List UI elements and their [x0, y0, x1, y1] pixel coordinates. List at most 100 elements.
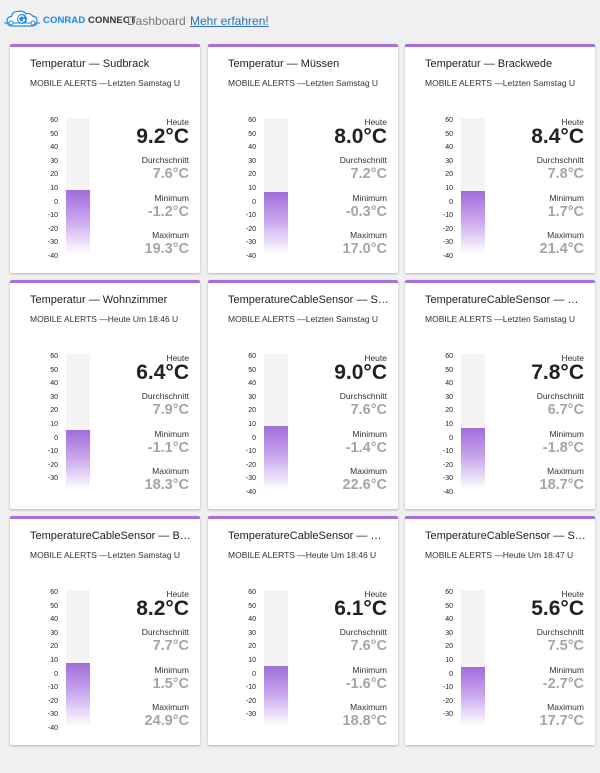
axis-tick-label: -30	[47, 239, 58, 247]
axis-tick-label: 20	[248, 407, 256, 415]
card-title: Temperatur — Sudbrack	[30, 58, 150, 70]
axis-tick-label: 30	[445, 629, 453, 637]
axis-tick-label: -20	[442, 461, 453, 469]
today-value: 6.1°C	[334, 597, 387, 620]
average-label: Durchschnitt	[339, 155, 387, 165]
thermometer-bar	[461, 118, 485, 254]
maximum-label: Maximum	[350, 230, 387, 240]
axis-tick-label: -30	[47, 475, 58, 483]
thermometer-fill	[66, 190, 90, 254]
today-value: 8.0°C	[334, 125, 387, 148]
sensor-card[interactable]: TemperatureCableSensor — Sudbrack MOBILE …	[208, 280, 398, 509]
axis-tick-label: -40	[245, 253, 256, 260]
maximum-label: Maximum	[152, 702, 189, 712]
axis-tick-label: 10	[248, 185, 256, 192]
temperature-axis: 60 50 40 30 20 10 0 -10 -20 -30	[34, 350, 58, 486]
axis-tick-label: 50	[248, 130, 256, 138]
axis-tick-label: 30	[50, 393, 58, 401]
minimum-label: Minimum	[549, 193, 584, 203]
average-value: 6.7°C	[547, 402, 584, 418]
sensor-card[interactable]: TemperatureCableSensor — Schlafzimmer MOB…	[405, 516, 595, 745]
temperature-axis: 60 50 40 30 20 10 0 -10 -20 -30	[232, 586, 256, 722]
today-value: 9.2°C	[136, 125, 189, 148]
axis-tick-label: -10	[47, 684, 58, 692]
average-label: Durchschnitt	[141, 627, 189, 637]
average-value: 7.5°C	[547, 638, 584, 654]
axis-tick-label: 60	[248, 117, 256, 124]
thermometer-bar	[66, 118, 90, 254]
axis-tick-label: -30	[245, 475, 256, 483]
axis-tick-label: -20	[47, 697, 58, 705]
maximum-value: 17.7°C	[539, 713, 585, 729]
thermometer-bar	[264, 354, 288, 490]
nav-dashboard[interactable]: Dashboard	[127, 14, 186, 28]
learn-more-link[interactable]: Mehr erfahren!	[190, 14, 269, 28]
sensor-card[interactable]: TemperatureCableSensor — Müssen MOBILE AL…	[405, 280, 595, 509]
sensor-card[interactable]: TemperatureCableSensor — Brackwede MOBILE…	[10, 516, 200, 745]
sensor-card[interactable]: Temperatur — Sudbrack MOBILE ALERTS —Letz…	[10, 44, 200, 273]
axis-tick-label: 0	[252, 198, 256, 206]
axis-tick-label: 20	[248, 171, 256, 179]
axis-tick-label: 60	[248, 589, 256, 596]
axis-tick-label: -30	[47, 711, 58, 719]
axis-tick-label: 10	[445, 421, 453, 428]
axis-tick-label: -10	[245, 448, 256, 456]
axis-tick-label: 30	[248, 157, 256, 165]
axis-tick-label: 20	[50, 171, 58, 179]
today-label: Heute	[364, 353, 387, 363]
maximum-value: 17.0°C	[342, 241, 388, 257]
axis-tick-label: 0	[252, 670, 256, 678]
axis-tick-label: -20	[442, 697, 453, 705]
card-title: Temperatur — Wohnzimmer	[30, 294, 168, 306]
today-value: 9.0°C	[334, 361, 387, 384]
axis-tick-label: 0	[54, 198, 58, 206]
conrad-connect-logo-icon[interactable]	[4, 8, 40, 32]
axis-tick-label: 30	[445, 157, 453, 165]
axis-tick-label: 60	[445, 589, 453, 596]
axis-tick-label: 20	[248, 643, 256, 651]
sensor-card[interactable]: Temperatur — Wohnzimmer MOBILE ALERTS —He…	[10, 280, 200, 509]
sensor-card[interactable]: TemperatureCableSensor — Wohnzimmer MOBIL…	[208, 516, 398, 745]
maximum-label: Maximum	[547, 466, 584, 476]
axis-tick-label: 60	[445, 353, 453, 360]
maximum-label: Maximum	[350, 466, 387, 476]
average-value: 7.2°C	[350, 166, 387, 182]
sensor-card[interactable]: Temperatur — Brackwede MOBILE ALERTS —Let…	[405, 44, 595, 273]
axis-tick-label: -40	[442, 253, 453, 260]
sensor-card[interactable]: Temperatur — Müssen MOBILE ALERTS —Letzte…	[208, 44, 398, 273]
maximum-value: 24.9°C	[144, 713, 190, 729]
axis-tick-label: 40	[50, 380, 58, 388]
today-label: Heute	[561, 589, 584, 599]
today-label: Heute	[364, 589, 387, 599]
minimum-label: Minimum	[154, 193, 189, 203]
axis-tick-label: -40	[47, 725, 58, 732]
temperature-axis: 60 50 40 30 20 10 0 -10 -20 -30	[429, 586, 453, 722]
axis-tick-label: 40	[248, 380, 256, 388]
thermometer-fill	[264, 666, 288, 726]
today-label: Heute	[561, 117, 584, 127]
axis-tick-label: -10	[442, 684, 453, 692]
card-title: TemperatureCableSensor — Müssen	[425, 294, 587, 306]
axis-tick-label: 20	[50, 407, 58, 415]
maximum-label: Maximum	[152, 230, 189, 240]
minimum-label: Minimum	[549, 665, 584, 675]
axis-tick-label: 40	[445, 144, 453, 152]
axis-tick-label: 60	[248, 353, 256, 360]
axis-tick-label: 30	[248, 629, 256, 637]
minimum-value: 1.5°C	[152, 676, 189, 692]
maximum-value: 21.4°C	[539, 241, 585, 257]
axis-tick-label: 20	[445, 643, 453, 651]
axis-tick-label: 10	[50, 657, 58, 664]
axis-tick-label: 0	[449, 670, 453, 678]
minimum-value: -1.6°C	[345, 676, 387, 692]
temperature-axis: 60 50 40 30 20 10 0 -10 -20 -30 -40	[232, 114, 256, 260]
brand-conrad: CONRAD	[43, 15, 86, 26]
axis-tick-label: -30	[245, 711, 256, 719]
axis-tick-label: -40	[442, 489, 453, 496]
average-label: Durchschnitt	[536, 155, 584, 165]
maximum-value: 22.6°C	[342, 477, 388, 493]
average-label: Durchschnitt	[141, 391, 189, 401]
average-value: 7.8°C	[547, 166, 584, 182]
axis-tick-label: 10	[445, 657, 453, 664]
card-title: Temperatur — Müssen	[228, 58, 340, 70]
